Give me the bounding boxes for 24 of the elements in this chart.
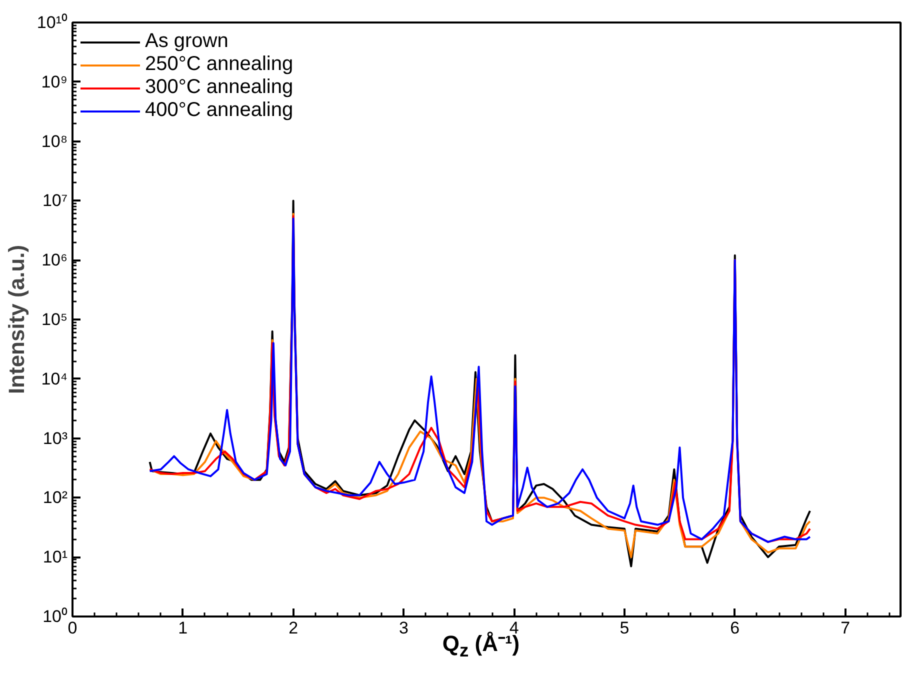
x-tick-label: 1 — [178, 618, 188, 638]
legend-label: 300°C annealing — [145, 76, 294, 99]
y-tick-label: 10⁴ — [41, 369, 68, 388]
y-axis-title: Intensity (a.u.) — [4, 244, 29, 394]
x-tick-label: 5 — [620, 618, 630, 638]
y-tick-label: 10⁵ — [42, 310, 68, 329]
legend-label: 400°C annealing — [145, 99, 294, 122]
y-tick-label: 10⁹ — [41, 72, 68, 92]
x-tick-label: 2 — [288, 618, 298, 638]
y-tick-label: 10⁰ — [42, 607, 68, 626]
x-tick-label: 6 — [730, 618, 740, 638]
x-tick-label: 3 — [398, 618, 408, 638]
x-axis-title: Q$_{z}$ (Å⁻¹) — [442, 631, 520, 662]
y-tick-label: 10² — [42, 488, 68, 508]
y-tick-label: 10⁷ — [42, 191, 68, 210]
y-tick-label: 10¹ — [42, 548, 68, 567]
legend-label: 250°C annealing — [145, 53, 294, 76]
x-tick-label: 7 — [840, 618, 850, 638]
x-tick-label: 0 — [68, 618, 78, 638]
y-tick-label: 10⁶ — [42, 250, 68, 270]
legend-label: As grown — [145, 30, 228, 53]
y-tick-label: 10⁸ — [41, 132, 68, 151]
y-tick-label: 10³ — [42, 428, 68, 448]
y-tick-label: 10¹⁰ — [36, 13, 68, 32]
